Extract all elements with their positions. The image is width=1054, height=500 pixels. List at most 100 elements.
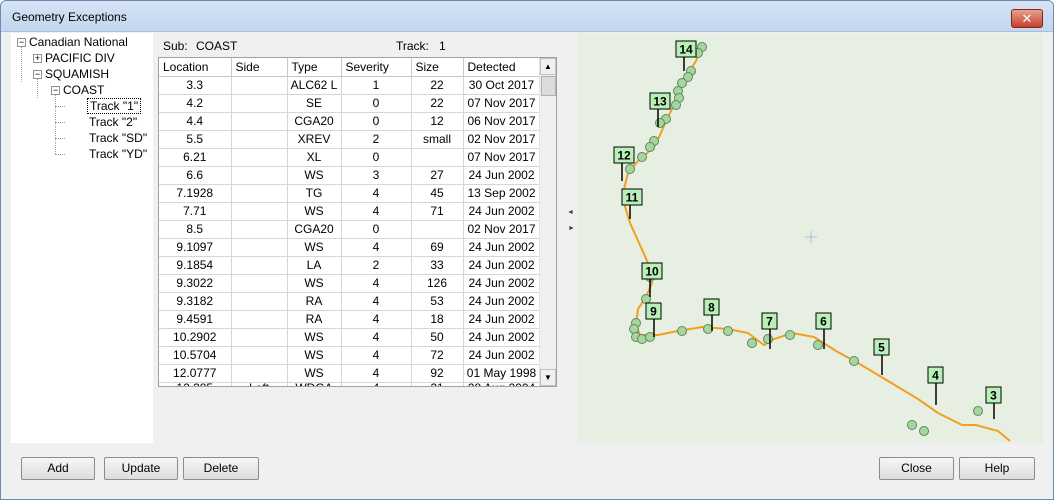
table-row[interactable]: 10.5704 WS 4 72 24 Jun 2002 <box>159 346 541 365</box>
table-row[interactable]: 7.71 WS 4 71 24 Jun 2002 <box>159 202 541 221</box>
collapse-icon[interactable]: − <box>17 37 26 48</box>
exception-marker[interactable] <box>747 338 757 348</box>
help-button[interactable]: Help <box>959 457 1035 480</box>
add-button[interactable]: Add <box>21 457 95 480</box>
table-cell: WS <box>287 328 342 347</box>
track-map[interactable]: 14 13 12 11 10 9 8 7 6 5 4 3 <box>578 33 1043 443</box>
table-cell: 24 Jun 2002 <box>463 202 541 221</box>
exception-marker[interactable] <box>655 118 665 128</box>
table-cell: 24 Jun 2002 <box>463 328 541 347</box>
splitter-left-icon[interactable]: ◄ <box>567 209 574 216</box>
track-map-canvas[interactable]: 14 13 12 11 10 9 8 7 6 5 4 3 <box>578 33 1043 443</box>
table-row[interactable]: 9.3022 WS 4 126 24 Jun 2002 <box>159 274 541 293</box>
milepost-marker[interactable]: 6 <box>815 312 832 349</box>
tree-node-pacific-div[interactable]: + PACIFIC DIV <box>33 50 115 66</box>
exceptions-grid[interactable]: Location Side Type Severity Size Detected 3.3… <box>158 57 557 387</box>
grid-vertical-scrollbar[interactable]: ▲ ▼ <box>539 58 556 386</box>
table-row[interactable]: 12.385LeftWDGA42128 Aug 2004 <box>159 382 541 386</box>
exception-marker[interactable] <box>723 326 733 336</box>
scroll-thumb[interactable] <box>541 76 556 96</box>
table-cell: 4 <box>341 202 412 221</box>
collapse-icon[interactable]: − <box>33 69 42 80</box>
table-row[interactable]: 9.1097 WS 4 69 24 Jun 2002 <box>159 238 541 257</box>
splitter-right-icon[interactable]: ► <box>568 225 575 232</box>
table-row[interactable]: 10.2902 WS 4 50 24 Jun 2002 <box>159 328 541 347</box>
table-cell: CGA20 <box>287 220 342 239</box>
update-button[interactable]: Update <box>104 457 178 480</box>
exception-marker[interactable] <box>671 100 681 110</box>
milepost-marker[interactable]: 3 <box>985 386 1002 419</box>
exception-marker[interactable] <box>677 326 687 336</box>
table-cell: 3.3 <box>159 76 232 95</box>
table-cell: WS <box>287 238 342 257</box>
milepost-marker[interactable]: 4 <box>927 366 944 405</box>
delete-button[interactable]: Delete <box>183 457 259 480</box>
milepost-marker[interactable]: 8 <box>703 298 720 331</box>
exception-marker[interactable] <box>641 294 651 304</box>
collapse-icon[interactable]: − <box>51 85 60 96</box>
column-header[interactable]: Side <box>231 58 288 77</box>
table-row[interactable]: 5.5 XREV 2 small 02 Nov 2017 <box>159 130 541 149</box>
table-row[interactable]: 9.4591 RA 4 18 24 Jun 2002 <box>159 310 541 329</box>
exception-marker[interactable] <box>625 164 635 174</box>
table-row[interactable]: 3.3 ALC62 L 1 22 30 Oct 2017 <box>159 76 541 95</box>
close-button[interactable]: Close <box>879 457 954 480</box>
column-header[interactable]: Type <box>287 58 342 77</box>
exception-marker[interactable] <box>785 330 795 340</box>
exception-marker[interactable] <box>645 142 655 152</box>
tree-node-track-yd[interactable]: Track "YD" <box>87 146 149 162</box>
title-bar[interactable]: Geometry Exceptions ✕ <box>1 1 1053 32</box>
column-header[interactable]: Severity <box>341 58 412 77</box>
exception-marker[interactable] <box>973 406 983 416</box>
exception-marker[interactable] <box>645 332 655 342</box>
table-row[interactable]: 6.21 XL 0 07 Nov 2017 <box>159 148 541 167</box>
table-cell: SE <box>287 94 342 113</box>
milepost-marker[interactable]: 14 <box>675 40 697 71</box>
territory-tree[interactable]: − Canadian National + PACIFIC DIV − SQUAMIS… <box>11 33 153 443</box>
table-row[interactable]: 4.2 SE 0 22 07 Nov 2017 <box>159 94 541 113</box>
table-cell: 3 <box>341 166 412 185</box>
milepost-marker[interactable]: 12 <box>613 146 635 181</box>
table-row[interactable]: 6.6 WS 3 27 24 Jun 2002 <box>159 166 541 185</box>
table-cell: WS <box>287 274 342 293</box>
tree-node-canadian-national[interactable]: − Canadian National <box>17 34 128 50</box>
tree-node-track-1[interactable]: Track "1" <box>87 98 142 114</box>
expand-icon[interactable]: + <box>33 53 42 64</box>
window-close-button[interactable]: ✕ <box>1011 9 1043 28</box>
scroll-down-icon[interactable]: ▼ <box>540 369 556 386</box>
tree-node-track-sd[interactable]: Track "SD" <box>87 130 149 146</box>
table-cell: 30 Oct 2017 <box>463 76 541 95</box>
table-row[interactable]: 9.3182 RA 4 53 24 Jun 2002 <box>159 292 541 311</box>
exception-marker[interactable] <box>919 426 929 436</box>
table-cell <box>231 76 288 95</box>
tree-node-track-2[interactable]: Track "2" <box>87 114 139 130</box>
exception-marker[interactable] <box>907 420 917 430</box>
exception-marker[interactable] <box>677 78 687 88</box>
table-cell: WS <box>287 364 342 383</box>
table-cell: 9.4591 <box>159 310 232 329</box>
tree-node-squamish[interactable]: − SQUAMISH <box>33 66 109 82</box>
table-row[interactable]: 9.1854 LA 2 33 24 Jun 2002 <box>159 256 541 275</box>
milepost-marker[interactable]: 7 <box>761 312 778 349</box>
exception-marker[interactable] <box>849 356 859 366</box>
exception-marker[interactable] <box>637 152 647 162</box>
milepost-marker[interactable]: 10 <box>641 262 663 297</box>
exception-marker[interactable] <box>813 340 823 350</box>
column-header[interactable]: Size <box>411 58 464 77</box>
milepost-marker[interactable]: 13 <box>649 92 671 127</box>
table-row[interactable]: 8.5 CGA20 0 02 Nov 2017 <box>159 220 541 239</box>
milepost-marker[interactable]: 11 <box>621 188 643 219</box>
milepost-marker[interactable]: 5 <box>873 338 890 375</box>
milepost-marker[interactable]: 9 <box>645 302 662 337</box>
table-row[interactable]: 12.0777 WS 4 92 01 May 1998 <box>159 364 541 383</box>
table-cell: 12.385 <box>159 382 232 386</box>
column-header[interactable]: Detected <box>463 58 541 77</box>
table-row[interactable]: 4.4 CGA20 0 12 06 Nov 2017 <box>159 112 541 131</box>
exception-marker[interactable] <box>763 334 773 344</box>
exception-marker[interactable] <box>683 72 693 82</box>
scroll-up-icon[interactable]: ▲ <box>540 58 556 75</box>
tree-node-coast[interactable]: − COAST <box>51 82 104 98</box>
exception-marker[interactable] <box>703 324 713 334</box>
table-row[interactable]: 7.1928 TG 4 45 13 Sep 2002 <box>159 184 541 203</box>
column-header[interactable]: Location <box>159 58 232 77</box>
